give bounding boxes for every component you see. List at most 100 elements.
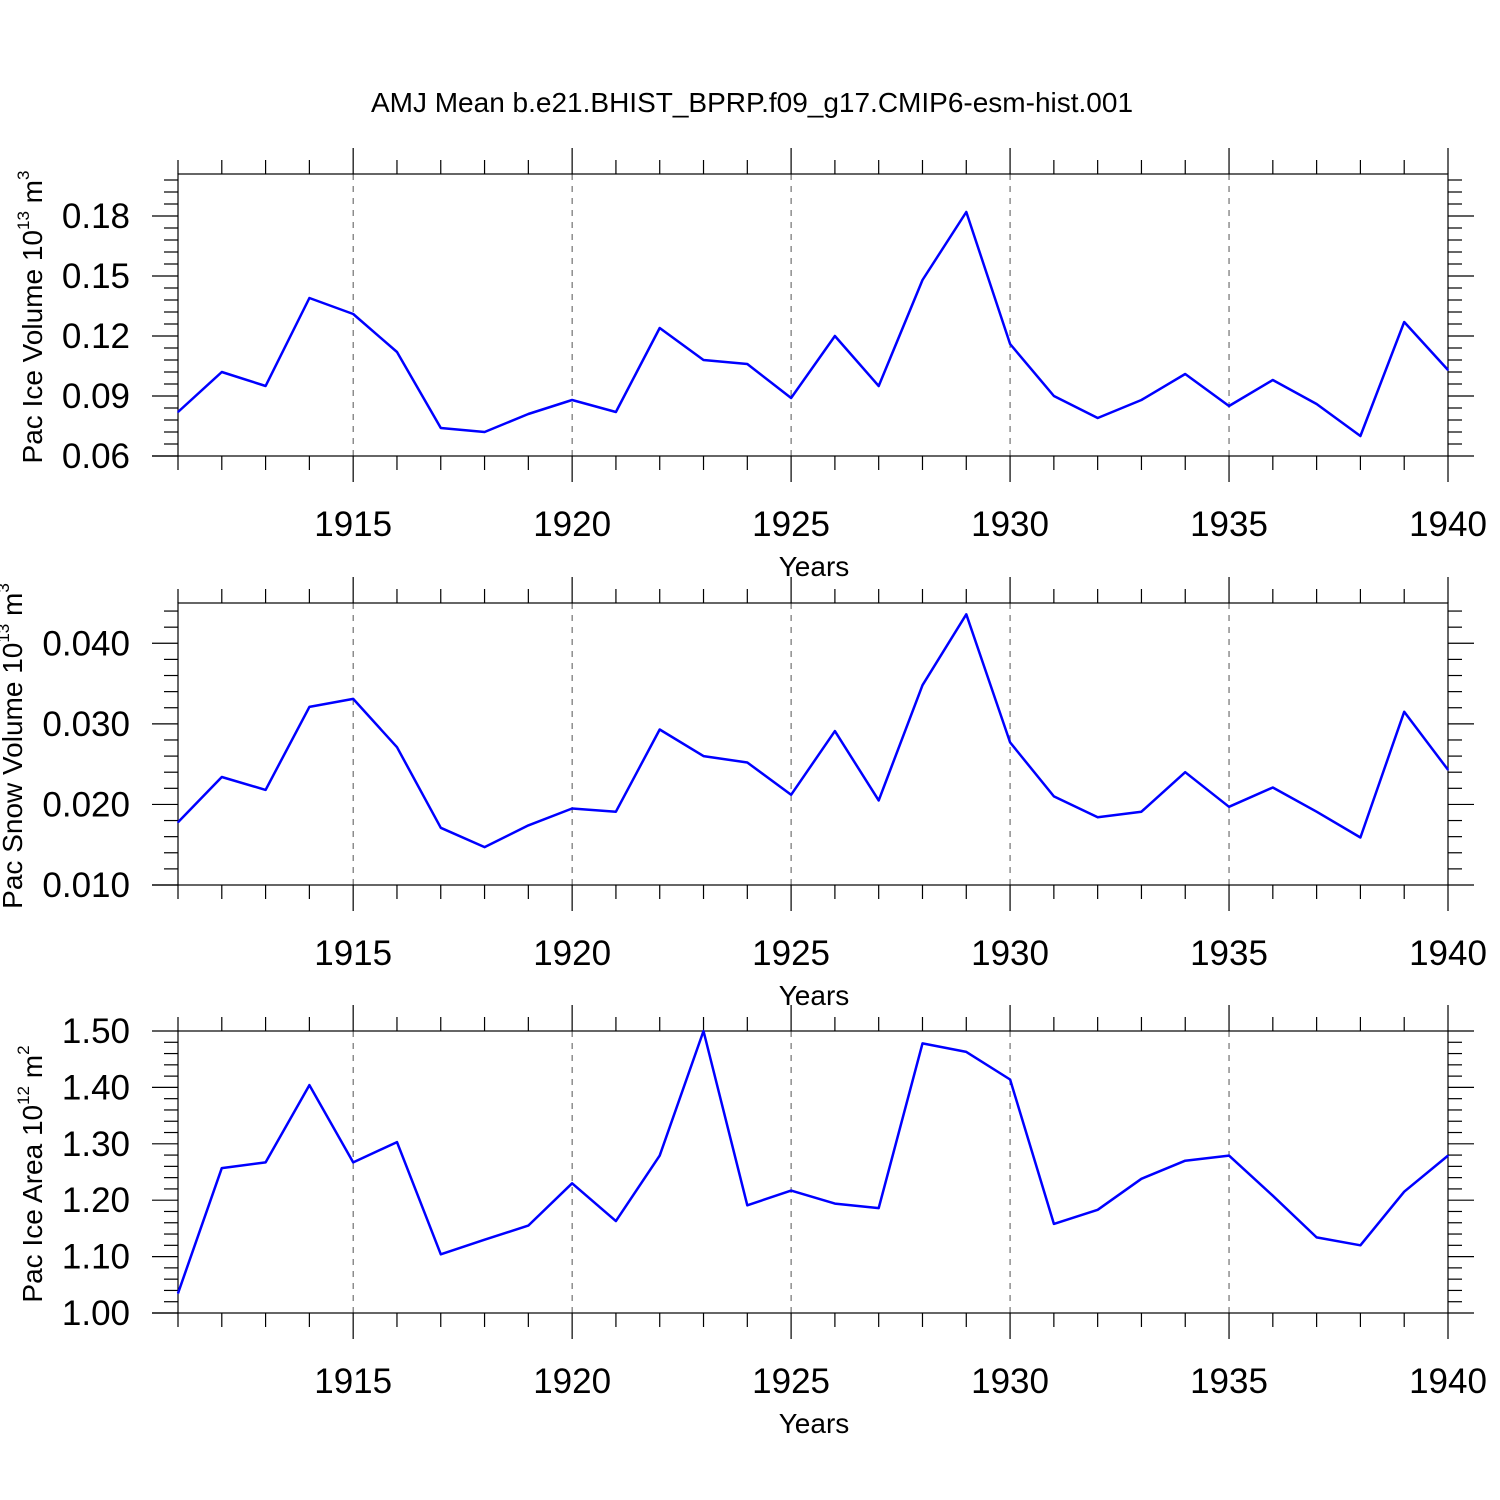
y-axis-label-main: Pac Ice Volume 10 <box>17 230 48 463</box>
data-point <box>439 1253 442 1256</box>
data-point <box>571 807 573 810</box>
y-tick-labels: 1.00 1.10 1.20 1.30 1.40 1.50 <box>62 1012 130 1333</box>
data-point <box>1228 806 1230 808</box>
data-point <box>352 313 354 315</box>
y-tick-label: 1.40 <box>62 1068 130 1107</box>
y-axis-label-unit-exponent: 3 <box>0 583 13 592</box>
data-point <box>746 363 749 365</box>
data-point <box>1228 405 1230 407</box>
panel-snow-volume: 0.010 0.020 0.030 0.040 1915 1920 1925 1930 193… <box>0 577 1487 1011</box>
y-axis-label-exponent: 13 <box>0 624 13 643</box>
data-point <box>571 1182 573 1185</box>
data-point <box>921 1042 924 1045</box>
plot-frame <box>177 173 1449 457</box>
data-point <box>1053 395 1055 397</box>
data-point <box>965 211 968 213</box>
data-point <box>702 1030 705 1032</box>
data-point <box>1009 741 1011 744</box>
y-tick-labels: 0.06 0.09 0.12 0.15 0.18 <box>62 197 130 476</box>
y-axis-label: Pac Ice Area 1012 m2 <box>14 1045 48 1302</box>
x-axis-label: Years <box>779 980 850 1011</box>
y-axis-label-unit: m <box>17 1055 48 1086</box>
data-point <box>790 793 792 796</box>
data-point <box>790 1189 792 1192</box>
data-point <box>1359 435 1362 437</box>
data-point <box>834 335 836 337</box>
y-tick-label: 0.010 <box>42 866 130 905</box>
data-point <box>1009 343 1011 345</box>
x-tick-label: 1930 <box>971 934 1049 973</box>
data-point <box>615 810 617 813</box>
x-tick-label: 1935 <box>1190 1362 1268 1401</box>
data-point <box>834 730 836 732</box>
data-point <box>877 1207 880 1209</box>
y-tick-label: 0.040 <box>42 624 130 663</box>
data-point <box>352 698 354 700</box>
data-point <box>615 411 617 413</box>
data-point <box>1447 768 1449 771</box>
data-point <box>220 1167 223 1169</box>
data-point <box>1140 1177 1143 1180</box>
data-point <box>439 427 442 429</box>
y-axis-label-unit: m <box>0 593 28 624</box>
x-tick-labels: 1915 1920 1925 1930 1935 1940 <box>314 1362 1487 1401</box>
y-axis-label: Pac Snow Volume 1013 m3 <box>0 583 28 909</box>
data-point <box>1403 321 1406 323</box>
data-point <box>1184 771 1187 773</box>
data-point <box>1359 1244 1362 1247</box>
data-point <box>790 397 792 399</box>
y-tick-label: 0.15 <box>62 257 130 296</box>
data-point <box>1184 373 1187 375</box>
data-point <box>177 821 179 823</box>
data-point <box>396 351 398 353</box>
data-point <box>1140 810 1143 813</box>
axis-ticks <box>152 1005 1474 1339</box>
y-tick-label: 1.00 <box>62 1294 130 1333</box>
data-point <box>658 728 661 731</box>
series-line-snow-volume <box>177 613 1449 849</box>
data-point <box>264 1161 267 1164</box>
data-point <box>1359 836 1362 839</box>
data-point <box>220 371 223 373</box>
y-tick-label: 0.06 <box>62 437 130 476</box>
data-point <box>1447 1154 1449 1157</box>
y-axis-label-unit: m <box>17 180 48 211</box>
data-point <box>571 399 573 401</box>
plot-frame <box>177 602 1449 886</box>
data-point <box>1403 710 1406 713</box>
x-tick-label: 1935 <box>1190 505 1268 544</box>
y-tick-label: 0.09 <box>62 377 130 416</box>
data-point <box>877 799 880 802</box>
data-point <box>702 755 705 757</box>
data-point <box>177 411 179 413</box>
data-point <box>1315 1236 1318 1239</box>
y-tick-labels: 0.010 0.020 0.030 0.040 <box>42 624 130 905</box>
data-point <box>834 1202 836 1205</box>
data-point <box>264 385 267 387</box>
x-axis-label: Years <box>779 1408 850 1439</box>
y-axis-label-exponent: 13 <box>14 211 33 230</box>
data-point <box>1096 1208 1099 1211</box>
data-point <box>1272 379 1274 381</box>
y-tick-label: 0.020 <box>42 785 130 824</box>
data-point <box>439 826 442 829</box>
x-tick-label: 1915 <box>314 1362 392 1401</box>
chart-title: AMJ Mean b.e21.BHIST_BPRP.f09_g17.CMIP6-… <box>371 87 1133 118</box>
data-point <box>396 746 398 749</box>
y-axis-label: Pac Ice Volume 1013 m3 <box>14 171 48 464</box>
data-point <box>921 684 924 686</box>
data-point <box>1403 1190 1406 1193</box>
data-point <box>352 1161 354 1164</box>
data-point <box>308 297 311 299</box>
data-point <box>658 1154 661 1157</box>
series-line-ice-area <box>176 1029 1449 1294</box>
y-tick-label: 0.030 <box>42 705 130 744</box>
y-axis-label-main: Pac Snow Volume 10 <box>0 643 28 909</box>
data-point <box>746 1204 749 1207</box>
data-point <box>1228 1154 1230 1157</box>
data-point <box>308 1084 311 1086</box>
panel-ice-area: 1.00 1.10 1.20 1.30 1.40 1.50 1915 1920 1925 193… <box>14 1005 1487 1439</box>
x-tick-label: 1930 <box>971 1362 1049 1401</box>
data-point <box>527 824 530 827</box>
